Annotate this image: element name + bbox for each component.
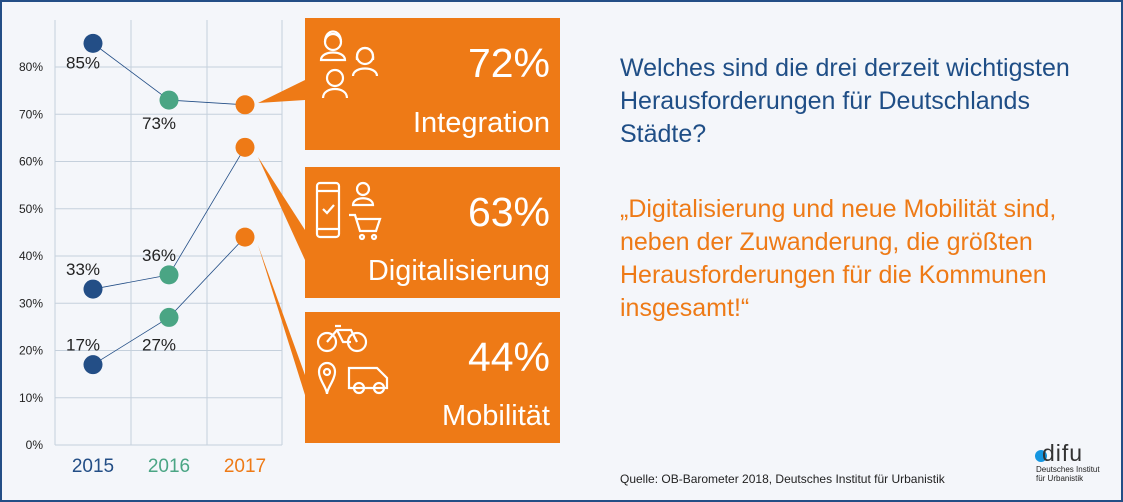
y-tick-label: 80% — [19, 60, 43, 74]
integration-label: Integration — [412, 107, 550, 139]
x-tick-label: 2015 — [72, 456, 114, 477]
data-label: 36% — [142, 246, 176, 265]
digitalisierung-label: Digitalisierung — [367, 255, 550, 287]
data-label: 85% — [66, 53, 100, 72]
y-tick-label: 10% — [19, 391, 43, 405]
y-tick-label: 30% — [19, 296, 43, 310]
data-label: 33% — [66, 260, 100, 279]
logo-line1: Deutsches Institut — [1036, 465, 1100, 474]
x-tick-label: 2016 — [148, 456, 190, 477]
y-tick-label: 60% — [19, 155, 43, 169]
y-tick-label: 50% — [19, 202, 43, 216]
x-tick-label: 2017 — [224, 456, 266, 477]
logo-word: difu — [1042, 440, 1084, 466]
y-tick-label: 40% — [19, 249, 43, 263]
mobilitaet-box: 44% Mobilität — [305, 312, 560, 443]
logo-subtitle: Deutsches Institut für Urbanistik — [1036, 465, 1100, 483]
data-point — [159, 90, 179, 110]
quote-text: „Digitalisierung und neue Mobilität sind… — [620, 195, 1057, 322]
phone-cart-icon — [315, 181, 382, 241]
data-point — [235, 95, 255, 115]
callout-wedge — [258, 245, 305, 395]
y-tick-label: 0% — [26, 438, 44, 452]
data-point — [159, 265, 179, 285]
data-label: 17% — [66, 336, 100, 355]
digitalisierung-percent: 63% — [467, 189, 550, 235]
y-tick-label: 70% — [19, 107, 43, 121]
data-point — [83, 279, 103, 299]
data-label: 73% — [142, 114, 176, 133]
data-point — [83, 33, 103, 53]
question-heading: Welches sind die drei derzeit wichtigste… — [620, 54, 1070, 148]
data-label: 27% — [142, 335, 176, 354]
line-chart: 0% 10% 20% 30% 40% 50% 60% 70% 80% 2015 2016 2017 85… — [19, 20, 305, 477]
integration-percent: 72% — [467, 40, 550, 86]
integration-box: 72% Integration — [305, 18, 560, 150]
callout-wedge — [258, 80, 305, 103]
mobilitaet-label: Mobilität — [442, 400, 550, 432]
logo-dot — [1035, 450, 1047, 462]
data-point — [235, 137, 255, 157]
bike-car-icon — [316, 324, 389, 395]
mobilitaet-percent: 44% — [467, 334, 550, 380]
data-point — [159, 307, 179, 327]
logo-line2: für Urbanistik — [1036, 474, 1084, 483]
data-point — [235, 227, 255, 247]
y-tick-label: 20% — [19, 344, 43, 358]
data-point — [83, 355, 103, 375]
source-note: Quelle: OB-Barometer 2018, Deutsches Ins… — [620, 472, 945, 486]
people-icon — [319, 30, 379, 99]
callout-wedge — [258, 157, 305, 260]
digitalisierung-box: 63% Digitalisierung — [305, 167, 560, 298]
